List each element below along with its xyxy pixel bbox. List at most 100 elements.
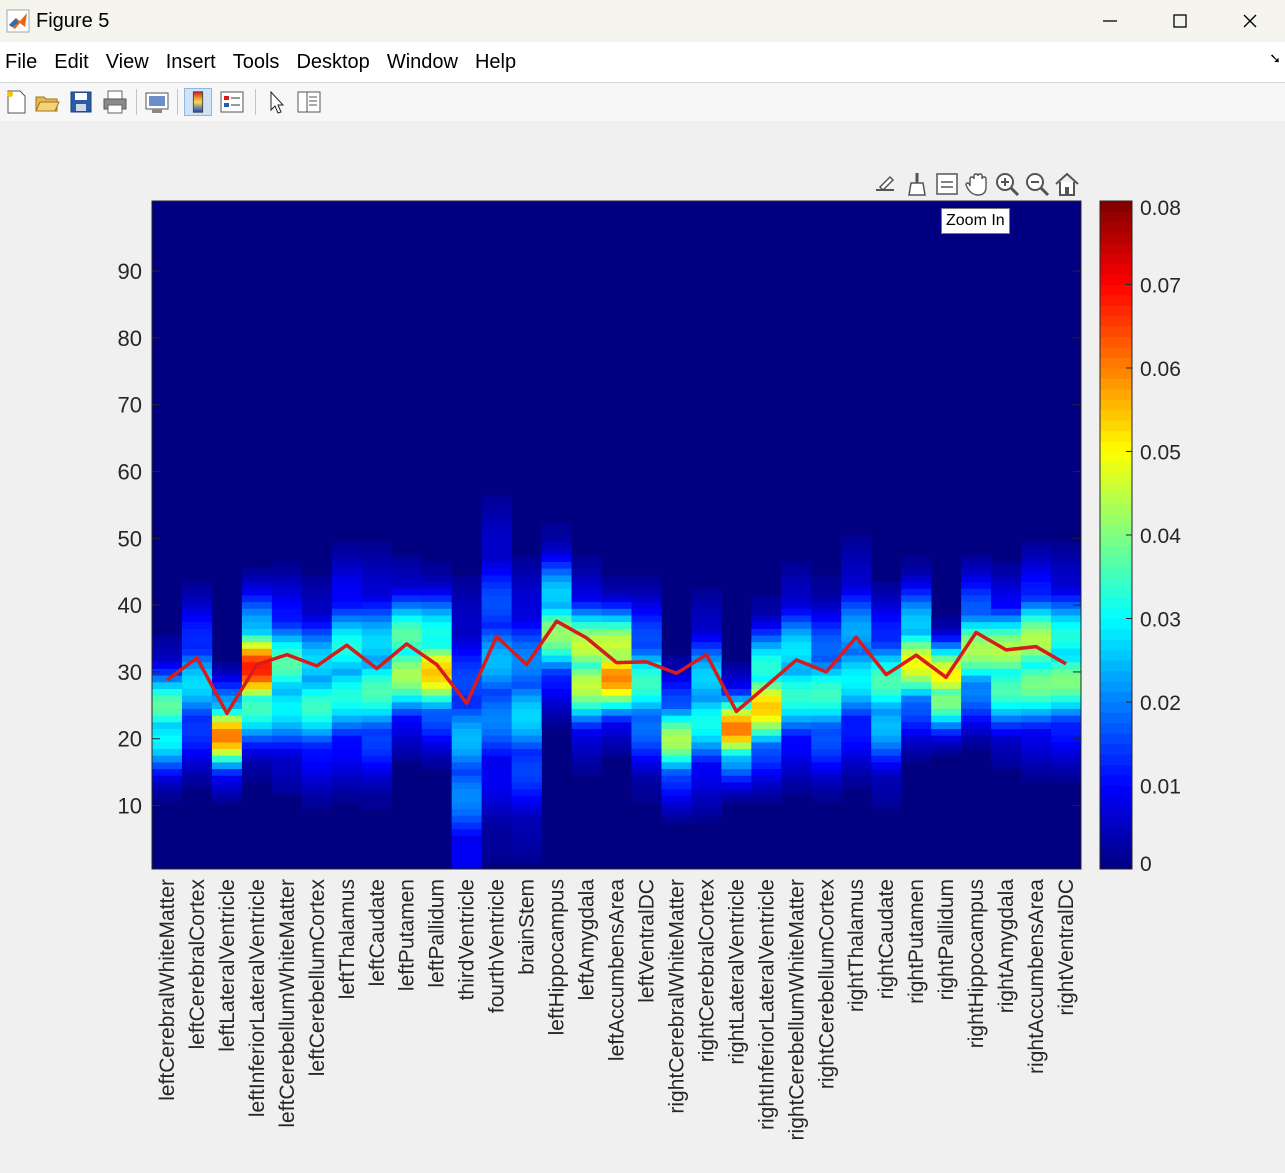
heatmap-cell [631,748,662,756]
heatmap-cell [871,748,902,756]
heatmap-cell [271,675,303,683]
legend-icon[interactable] [218,88,246,116]
menu-insert[interactable]: Insert [165,50,216,73]
heatmap-cell [391,722,423,730]
heatmap-cell [361,782,393,790]
heatmap-cell [181,581,213,589]
toolbar-separator [177,89,178,115]
heatmap-cell [871,648,902,656]
minimize-button[interactable] [1075,0,1145,42]
heatmap-cell [541,641,572,649]
heatmap-cell [811,615,842,623]
close-button[interactable] [1215,0,1285,42]
menu-help[interactable]: Help [474,50,517,73]
heatmap-cell [781,628,812,636]
heatmap-cell [841,661,872,669]
data-tips-icon[interactable] [933,170,961,198]
heatmap-cell [1051,768,1082,776]
restore-view-icon[interactable] [1053,170,1081,198]
save-icon[interactable] [67,88,95,116]
heatmap-cell [571,655,602,663]
menu-tools[interactable]: Tools [232,50,280,73]
heatmap-cell [511,588,542,596]
heatmap-cell [961,702,992,709]
heatmap-cell [961,561,992,569]
heatmap-cell [841,541,872,549]
heatmap-cell [781,568,812,576]
heatmap-cell [601,648,632,656]
heatmap-cell [1051,708,1082,716]
heatmap-cell [152,748,183,756]
heatmap-cell [1021,735,1052,743]
heatmap-cell [211,661,243,669]
zoom-in-tooltip: Zoom In [941,208,1010,234]
heatmap-cell [991,695,1022,703]
property-inspector-icon[interactable] [295,88,323,116]
heatmap-cell [661,688,692,696]
link-plot-icon[interactable] [143,88,171,116]
menu-desktop[interactable]: Desktop [296,50,370,73]
heatmap-cell [601,735,632,743]
heatmap-chart[interactable]: 10 20 30 40 50 60 70 80 90 leftCerebralWhiteMatte… [0,121,1285,1173]
heatmap-cell [661,722,692,730]
heatmap-cell [751,675,782,683]
x-tick-label: leftCerebralWhiteMatter [156,879,179,1101]
pan-hand-icon[interactable] [963,170,991,198]
heatmap-cell [811,782,842,790]
heatmap-cell [301,595,333,603]
export-icon[interactable] [872,170,900,198]
heatmap-cell [331,702,363,709]
heatmap-cell [751,715,782,723]
heatmap-cell [1021,688,1052,696]
heatmap-cell [691,802,722,810]
heatmap-cell [631,655,662,663]
heatmap-cell [781,748,812,756]
zoom-in-icon[interactable] [993,170,1021,198]
heatmap-cell [571,715,602,723]
heatmap-cell [241,628,273,636]
x-tick-label: rightCaudate [875,879,898,999]
heatmap-cell [691,675,722,683]
heatmap-cell [241,735,273,743]
colorbar-segment [1100,221,1132,233]
heatmap-cell [1021,575,1052,583]
colorbar-segment [1100,482,1132,494]
colorbar-icon[interactable] [184,88,212,116]
open-file-icon[interactable] [33,88,61,116]
heatmap-cell [571,762,602,770]
heatmap-cell [241,615,273,623]
print-icon[interactable] [101,88,129,116]
heatmap-cell [301,688,333,696]
dock-arrow-icon[interactable]: ➘ [1269,50,1281,66]
heatmap-cell [271,608,303,616]
heatmap-cell [331,555,363,563]
heatmap-cell [391,708,423,716]
menu-file[interactable]: File [5,50,38,73]
heatmap-cell [391,728,423,736]
heatmap-cell [541,588,572,596]
heatmap-cell [661,775,692,783]
heatmap-cell [511,628,542,636]
heatmap-cell [451,655,482,663]
heatmap-cell [331,561,363,569]
menu-edit[interactable]: Edit [54,50,89,73]
zoom-out-icon[interactable] [1023,170,1051,198]
heatmap-cell [152,695,183,703]
heatmap-cell [331,581,363,589]
heatmap-cell [511,555,542,563]
brush-icon[interactable] [903,170,931,198]
menu-view[interactable]: View [105,50,149,73]
heatmap-cell [601,681,632,689]
maximize-button[interactable] [1145,0,1215,42]
heatmap-cell [1021,555,1052,563]
menu-window[interactable]: Window [386,50,458,73]
new-figure-icon[interactable] [2,88,30,116]
heatmap-cell [481,595,512,603]
heatmap-cell [391,595,423,603]
heatmap-cell [721,782,752,790]
edit-pointer-icon[interactable] [262,88,290,116]
heatmap-cell [901,615,932,623]
heatmap-cell [631,601,662,609]
colorbar-segment [1100,399,1132,411]
heatmap-cell [331,708,363,716]
